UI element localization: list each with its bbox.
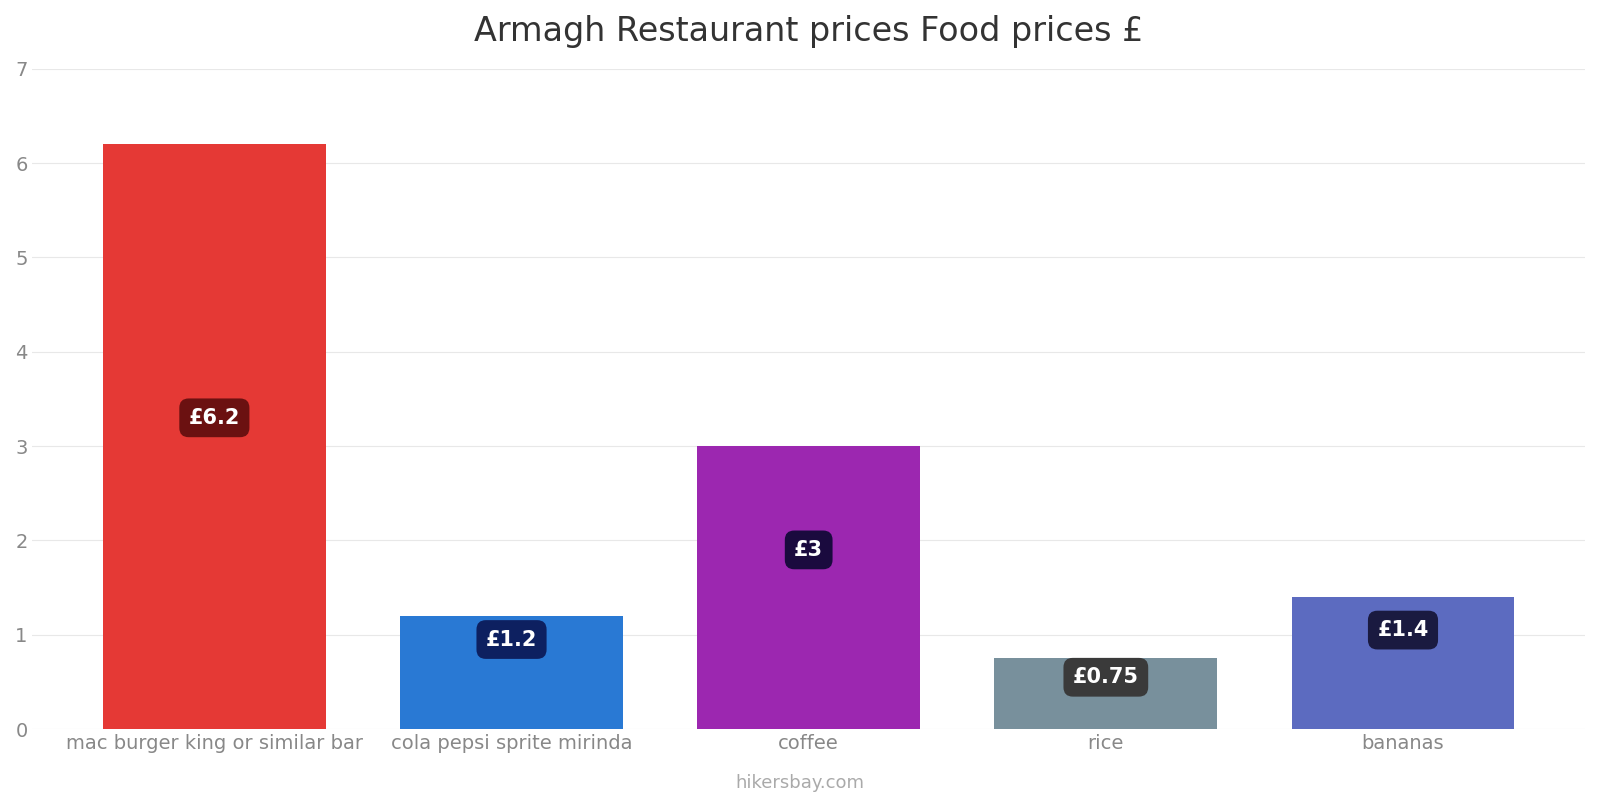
Text: hikersbay.com: hikersbay.com	[736, 774, 864, 792]
Text: £6.2: £6.2	[189, 408, 240, 428]
Bar	[102, 144, 326, 729]
Bar	[698, 446, 920, 729]
Title: Armagh Restaurant prices Food prices £: Armagh Restaurant prices Food prices £	[474, 15, 1144, 48]
Bar	[400, 616, 622, 729]
Bar	[1291, 597, 1515, 729]
Text: £1.2: £1.2	[486, 630, 538, 650]
Text: £1.4: £1.4	[1378, 620, 1429, 640]
Text: £3: £3	[794, 540, 822, 560]
Text: £0.75: £0.75	[1074, 667, 1139, 687]
Bar	[995, 658, 1218, 729]
